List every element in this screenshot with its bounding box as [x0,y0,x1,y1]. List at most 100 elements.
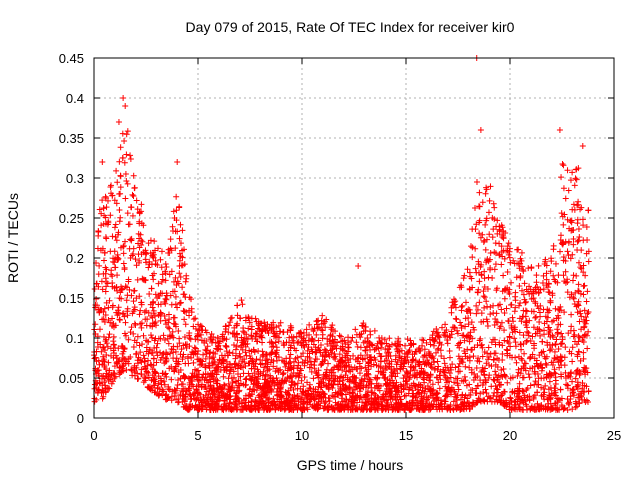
data-point [322,371,329,378]
data-point [545,373,552,380]
data-point [474,397,481,404]
data-point [223,364,230,371]
data-point [458,307,465,314]
data-point [341,404,348,411]
data-point [487,265,494,272]
data-point [264,389,271,396]
data-point [173,207,180,214]
data-point [569,277,576,284]
data-point [357,393,364,400]
data-point [516,282,523,289]
data-point [428,364,435,371]
data-point [386,335,393,342]
data-point [111,363,118,370]
data-point [491,266,498,273]
data-point [350,352,357,359]
data-point [117,184,124,191]
data-point [304,379,311,386]
data-point [517,272,524,279]
data-point [485,356,491,363]
data-point [143,344,150,351]
data-point [473,310,480,317]
data-point [251,387,258,394]
data-point [526,317,533,324]
data-point [138,251,145,258]
data-point [466,391,473,398]
data-point [150,382,157,389]
data-point [192,350,199,357]
data-point [560,272,567,279]
data-point [269,378,276,385]
data-point [557,321,564,328]
data-point [207,383,214,390]
x-tick-label: 20 [503,428,517,443]
data-point [166,271,173,278]
data-point [176,270,183,277]
data-point [248,326,255,333]
data-point [535,289,542,296]
data-point [283,339,290,346]
data-point [150,307,157,314]
data-point [301,406,308,413]
data-point [339,343,346,350]
data-point [476,358,483,365]
data-point [546,347,553,354]
data-point [405,348,412,355]
data-point [501,255,508,262]
data-point [421,361,428,368]
data-point [149,350,156,357]
data-point [104,343,111,350]
data-point [315,324,322,331]
data-point [181,398,188,405]
data-point [410,390,417,397]
data-point [517,299,524,306]
data-point [149,272,156,279]
data-point [521,280,528,287]
data-point [326,377,333,384]
data-point [99,245,106,252]
data-point [426,401,433,408]
data-point [317,342,324,349]
data-point [581,382,588,389]
data-point [367,357,374,364]
data-point [177,221,184,228]
data-point [498,319,505,326]
data-point [560,253,567,260]
data-point [533,279,540,286]
data-point [410,364,417,371]
data-point [450,398,457,405]
data-point [242,382,249,389]
data-point [549,332,556,339]
data-point [530,290,537,297]
data-point [176,235,183,242]
data-point [285,390,292,397]
data-point [123,151,130,158]
data-point [334,339,341,346]
data-point [243,331,250,338]
data-point [383,357,390,364]
data-point [192,325,199,332]
data-point [270,395,277,402]
data-point [140,332,147,339]
data-point [519,287,526,294]
data-point [551,391,558,398]
data-point [161,336,168,343]
data-point [269,340,276,347]
data-point [182,294,189,301]
data-point [475,258,482,265]
data-point [248,315,255,322]
data-point [314,325,321,332]
data-point [323,366,330,373]
data-point [220,357,227,364]
data-point [170,320,177,327]
data-point [163,296,170,303]
data-point [219,337,226,344]
data-point [578,265,585,272]
data-point [321,357,328,364]
data-point [186,307,193,314]
data-point [448,366,455,373]
data-point [565,238,572,245]
data-point [326,376,333,383]
data-point [182,278,189,285]
data-point [246,353,253,360]
